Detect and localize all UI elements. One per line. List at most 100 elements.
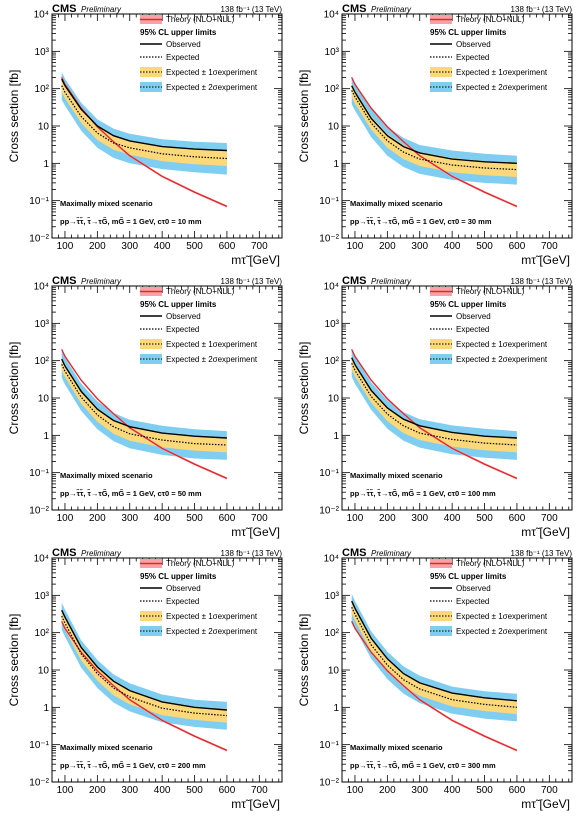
y-tick-label: 10⁴ xyxy=(324,10,339,21)
preliminary-label: Preliminary xyxy=(81,549,122,558)
y-tick-label: 10⁻² xyxy=(319,778,339,789)
y-tick-label: 10⁻² xyxy=(319,234,339,245)
x-tick-label: 400 xyxy=(444,785,461,796)
legend-1sigma-label: Expected ± 1σexperiment xyxy=(456,68,548,77)
luminosity-label: 138 fb⁻¹ (13 TeV) xyxy=(511,277,573,286)
x-tick-label: 500 xyxy=(186,785,203,796)
band-1sigma xyxy=(61,79,227,166)
process-label: pp→τ̃τ̃, τ̃→τG̃, mG̃ = 1 GeV, cτ0 = 50 m… xyxy=(60,489,202,498)
preliminary-label: Preliminary xyxy=(371,277,412,286)
scenario-label: Maximally mixed scenario xyxy=(60,743,153,752)
x-tick-label: 700 xyxy=(541,785,558,796)
theory-line xyxy=(61,349,228,479)
cms-label: CMS xyxy=(52,547,76,559)
x-tick-label: 600 xyxy=(219,513,236,524)
y-tick-label: 1 xyxy=(333,159,339,170)
luminosity-label: 138 fb⁻¹ (13 TeV) xyxy=(511,549,573,558)
scenario-label: Maximally mixed scenario xyxy=(60,471,153,480)
y-tick-label: 1 xyxy=(333,703,339,714)
legend-theory-label: Theory (NLO+NLL) xyxy=(166,15,235,24)
preliminary-label: Preliminary xyxy=(81,5,122,14)
band-2sigma xyxy=(351,76,517,185)
legend-1sigma-label: Expected ± 1σexperiment xyxy=(166,68,258,77)
y-tick-label: 10 xyxy=(328,666,340,677)
chart-panel-1: 100 200 300 400 500 600 700 10⁻² 10⁻¹ 1 10 10² 10³ 10… xyxy=(7,3,283,267)
y-tick-label: 10 xyxy=(38,666,50,677)
legend-2sigma-label: Expected ± 2σexperiment xyxy=(166,355,258,364)
y-tick-label: 10⁴ xyxy=(324,554,339,565)
luminosity-label: 138 fb⁻¹ (13 TeV) xyxy=(221,5,283,14)
legend-expected-label: Expected xyxy=(166,597,199,606)
y-tick-label: 10² xyxy=(35,628,50,639)
observed-line xyxy=(61,78,227,152)
legend-title: 95% CL upper limits xyxy=(140,28,217,37)
y-axis-label: Cross section [fb] xyxy=(7,342,21,435)
cms-label: CMS xyxy=(52,3,76,15)
x-tick-label: 600 xyxy=(219,241,236,252)
x-tick-label: 600 xyxy=(509,785,526,796)
x-tick-label: 200 xyxy=(89,785,106,796)
y-tick-label: 10² xyxy=(325,356,340,367)
scenario-label: Maximally mixed scenario xyxy=(350,471,443,480)
observed-line xyxy=(61,358,227,439)
x-tick-label: 500 xyxy=(476,513,493,524)
band-2sigma xyxy=(61,350,227,460)
y-tick-label: 10⁻¹ xyxy=(319,740,339,751)
band-1sigma xyxy=(351,83,517,177)
legend-1sigma-swatch xyxy=(430,67,452,77)
x-axis-label: mτ̃ [GeV] xyxy=(231,525,280,539)
scenario-label: Maximally mixed scenario xyxy=(60,199,153,208)
expected-line xyxy=(61,364,227,446)
legend-2sigma-swatch xyxy=(430,354,452,364)
legend-2sigma-label: Expected ± 2σexperiment xyxy=(166,83,258,92)
legend-observed-label: Observed xyxy=(456,312,491,321)
x-tick-label: 300 xyxy=(121,241,138,252)
legend-title: 95% CL upper limits xyxy=(430,572,507,581)
chart-panel-5: 100 200 300 400 500 600 700 10⁻² 10⁻¹ 1 10 10² 10³ 10… xyxy=(7,547,283,811)
legend-2sigma-swatch xyxy=(430,626,452,636)
legend-2sigma-swatch xyxy=(140,626,162,636)
legend-1sigma-label: Expected ± 1σexperiment xyxy=(456,340,548,349)
theory-line xyxy=(351,621,518,751)
legend-observed-label: Observed xyxy=(166,312,201,321)
y-tick-label: 10 xyxy=(328,122,340,133)
cms-label: CMS xyxy=(342,3,366,15)
legend-1sigma-swatch xyxy=(430,611,452,621)
legend-1sigma-swatch xyxy=(430,339,452,349)
legend-2sigma-label: Expected ± 2σexperiment xyxy=(456,83,548,92)
legend-theory-label: Theory (NLO+NLL) xyxy=(456,287,525,296)
y-axis-label: Cross section [fb] xyxy=(7,70,21,163)
y-tick-label: 10² xyxy=(325,84,340,95)
preliminary-label: Preliminary xyxy=(371,5,412,14)
legend-2sigma-label: Expected ± 2σexperiment xyxy=(166,627,258,636)
scenario-label: Maximally mixed scenario xyxy=(350,199,443,208)
chart-panel-4: 100 200 300 400 500 600 700 10⁻² 10⁻¹ 1 10 10² 10³ 10… xyxy=(297,275,573,539)
band-1sigma xyxy=(61,357,227,453)
legend-expected-label: Expected xyxy=(166,325,199,334)
x-axis-label: mτ̃ [GeV] xyxy=(521,525,570,539)
x-tick-label: 100 xyxy=(347,513,364,524)
legend-2sigma-label: Expected ± 2σexperiment xyxy=(456,627,548,636)
y-tick-label: 10⁴ xyxy=(34,10,49,21)
legend-2sigma-swatch xyxy=(430,82,452,92)
x-tick-label: 200 xyxy=(89,513,106,524)
legend-theory-label: Theory (NLO+NLL) xyxy=(456,15,525,24)
y-tick-label: 10⁻² xyxy=(29,506,49,517)
y-tick-label: 1 xyxy=(43,159,49,170)
y-tick-label: 10⁻¹ xyxy=(319,196,339,207)
legend-1sigma-label: Expected ± 1σexperiment xyxy=(166,340,258,349)
legend-theory-label: Theory (NLO+NLL) xyxy=(166,559,235,568)
legend-observed-label: Observed xyxy=(166,40,201,49)
legend-expected-label: Expected xyxy=(456,597,489,606)
y-axis-label: Cross section [fb] xyxy=(297,342,311,435)
x-tick-label: 600 xyxy=(219,785,236,796)
x-tick-label: 500 xyxy=(476,785,493,796)
observed-line xyxy=(351,600,517,702)
x-tick-label: 600 xyxy=(509,241,526,252)
process-label: pp→τ̃τ̃, τ̃→τG̃, mG̃ = 1 GeV, cτ0 = 200 … xyxy=(60,761,206,770)
cms-label: CMS xyxy=(52,275,76,287)
expected-line xyxy=(351,90,517,171)
x-axis-label: mτ̃ [GeV] xyxy=(231,253,280,267)
legend-expected-label: Expected xyxy=(456,325,489,334)
